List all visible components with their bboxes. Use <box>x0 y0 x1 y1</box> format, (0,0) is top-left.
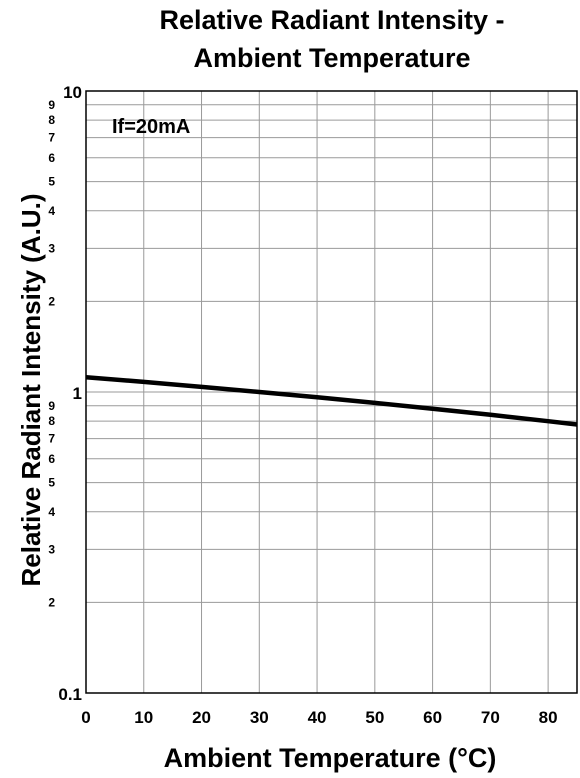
y-minor-tick-label: 6 <box>48 151 55 165</box>
grid <box>85 90 577 694</box>
x-tick-label: 40 <box>308 708 327 727</box>
x-tick-labels: 0 10 20 30 40 50 60 70 80 <box>81 708 557 727</box>
y-minor-tick-label: 2 <box>48 595 55 609</box>
y-minor-tick-label: 7 <box>48 131 55 145</box>
y-minor-tick-label: 2 <box>48 294 55 308</box>
y-minor-tick-label: 7 <box>48 432 55 446</box>
plot-frame <box>85 90 578 694</box>
series-layer <box>85 374 578 427</box>
x-tick-label: 60 <box>423 708 442 727</box>
x-tick-label: 30 <box>250 708 269 727</box>
x-tick-label: 10 <box>134 708 153 727</box>
annotation-label: If=20mA <box>112 116 190 138</box>
y-minor-tick-label: 3 <box>48 542 55 556</box>
chart-title-line-1: Relative Radiant Intensity - <box>159 5 505 35</box>
y-major-tick-label: 10 <box>63 83 82 102</box>
y-axis-label: Relative Radiant Intensity (A.U.) <box>16 194 46 587</box>
x-tick-label: 0 <box>81 708 90 727</box>
series-line <box>85 374 578 427</box>
y-minor-tick-label: 8 <box>48 414 55 428</box>
x-tick-label: 20 <box>192 708 211 727</box>
y-minor-tick-label: 5 <box>48 476 55 490</box>
y-minor-tick-label: 3 <box>48 241 55 255</box>
x-axis-label: Ambient Temperature (°C) <box>164 743 497 773</box>
y-minor-tick-label: 5 <box>48 175 55 189</box>
x-tick-label: 50 <box>365 708 384 727</box>
x-tick-label: 70 <box>481 708 500 727</box>
y-minor-tick-label: 4 <box>48 204 55 218</box>
y-major-tick-label: 1 <box>73 384 82 403</box>
y-minor-tick-label: 9 <box>48 399 55 413</box>
y-minor-tick-label: 9 <box>48 98 55 112</box>
y-minor-tick-label: 6 <box>48 452 55 466</box>
x-tick-label: 80 <box>539 708 558 727</box>
y-major-tick-label: 0.1 <box>58 685 82 704</box>
chart-title-line-2: Ambient Temperature <box>193 43 471 73</box>
y-minor-tick-label: 4 <box>48 505 55 519</box>
y-minor-tick-label: 8 <box>48 113 55 127</box>
